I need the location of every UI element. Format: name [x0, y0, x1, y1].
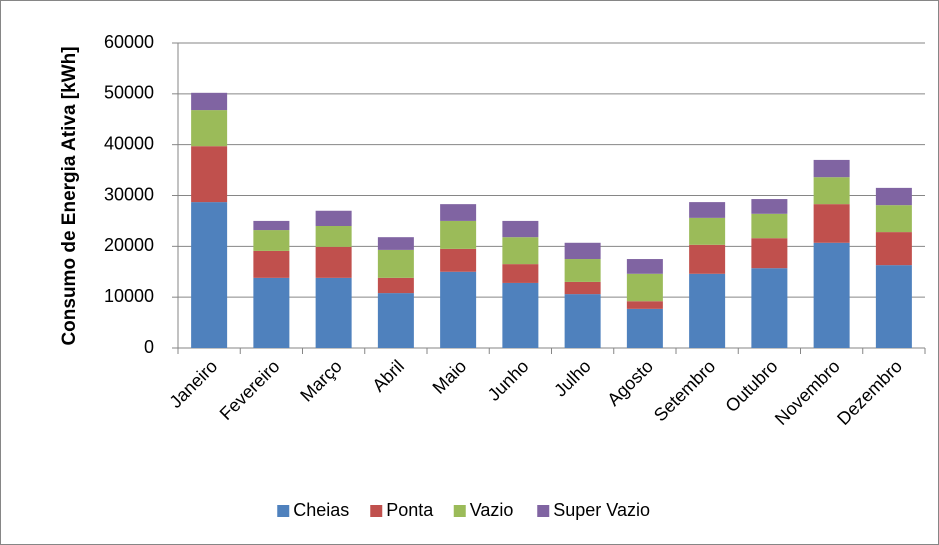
bar-segment: [564, 242, 601, 260]
bar-segment: [502, 264, 539, 283]
bar-segment: [440, 248, 477, 272]
bar-segment: [502, 237, 539, 265]
bar-segment: [502, 220, 539, 238]
bar-segment: [440, 271, 477, 348]
bar-segment: [564, 259, 601, 282]
bar-segment: [626, 308, 663, 348]
bar-segment: [813, 177, 850, 205]
bar-segment: [253, 230, 290, 251]
y-tick-label: 50000: [104, 83, 154, 103]
bar-segment: [253, 220, 290, 231]
legend-swatch: [277, 505, 290, 517]
bar-segment: [502, 282, 539, 348]
bar-segment: [813, 204, 850, 243]
y-tick-label: 40000: [104, 133, 154, 153]
legend-label: Ponta: [386, 500, 434, 520]
bar-segment: [440, 220, 477, 249]
bar-segment: [564, 281, 601, 295]
y-tick-label: 60000: [104, 32, 154, 52]
bar-segment: [315, 246, 352, 278]
y-tick-label: 10000: [104, 286, 154, 306]
bar-segment: [813, 159, 850, 178]
bar-segment: [315, 277, 352, 348]
bar-segment: [191, 202, 228, 348]
bar-segment: [875, 265, 912, 348]
bar-segment: [315, 210, 352, 226]
bar-segment: [751, 213, 788, 239]
bar-segment: [626, 273, 663, 302]
bar-segment: [564, 294, 601, 348]
bar-segment: [377, 249, 414, 278]
bar-segment: [377, 293, 414, 348]
bar-segment: [626, 259, 663, 274]
bar-segment: [191, 92, 228, 111]
bar-segment: [315, 226, 352, 247]
legend-swatch: [537, 505, 550, 517]
bar-segment: [875, 232, 912, 266]
y-axis-label: Consumo de Energia Ativa [kWh]: [59, 46, 80, 345]
legend-label: Cheias: [293, 500, 349, 520]
bar-segment: [191, 110, 228, 147]
bar-segment: [813, 242, 850, 348]
y-tick-label: 0: [144, 337, 154, 357]
bar-segment: [751, 238, 788, 269]
legend-label: Vazio: [470, 500, 514, 520]
legend-swatch: [370, 505, 383, 517]
bar-segment: [377, 277, 414, 294]
bar-segment: [191, 146, 228, 203]
bar-segment: [689, 202, 726, 218]
y-tick-label: 20000: [104, 235, 154, 255]
bar-segment: [626, 301, 663, 309]
legend-swatch: [453, 505, 466, 517]
bar-segment: [440, 204, 477, 221]
bar-segment: [751, 268, 788, 348]
bar-segment: [689, 244, 726, 274]
bar-segment: [751, 199, 788, 214]
bar-segment: [253, 250, 290, 278]
bar-segment: [377, 237, 414, 250]
bar-segment: [875, 187, 912, 206]
bar-segment: [253, 277, 290, 348]
bar-segment: [689, 217, 726, 245]
bar-segment: [875, 205, 912, 233]
legend-label: Super Vazio: [553, 500, 650, 520]
bar-segment: [689, 273, 726, 348]
y-tick-label: 30000: [104, 184, 154, 204]
